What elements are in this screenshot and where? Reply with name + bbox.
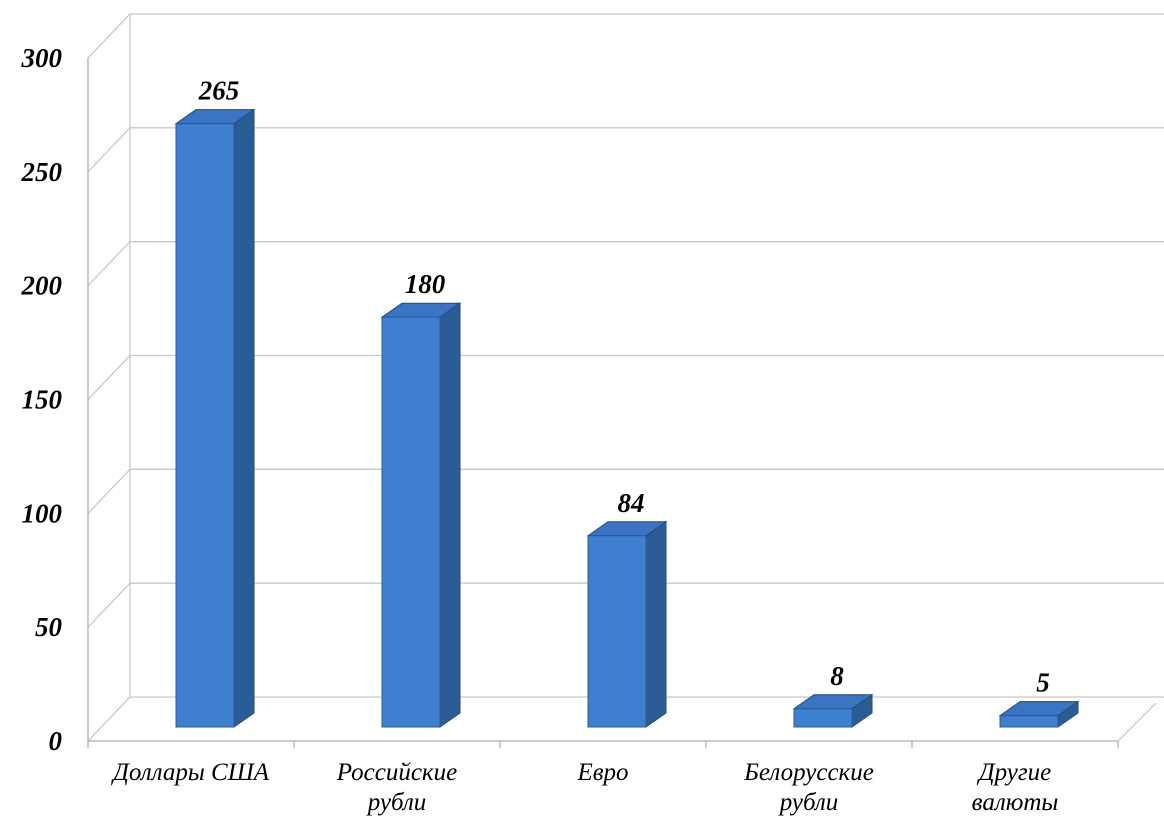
floor-right-edge (1117, 702, 1157, 742)
data-label: 5 (1036, 668, 1050, 698)
bar (587, 535, 647, 728)
bar (175, 123, 235, 728)
x-category-label: Доллары США (111, 759, 270, 786)
y-tick-label: 250 (21, 157, 63, 187)
x-category-label: Российские (336, 759, 457, 786)
bar (381, 316, 441, 728)
x-category-label: валюты (972, 789, 1059, 816)
x-category-label: Другие (977, 759, 1052, 786)
gridline-diagonal (87, 127, 131, 173)
x-category-label: Белорусские (743, 759, 874, 786)
bar-side (439, 302, 461, 728)
y-tick-label: 300 (21, 43, 63, 73)
y-tick-label: 100 (22, 498, 63, 528)
x-category-label: рубли (366, 789, 427, 816)
y-tick-label: 0 (49, 726, 63, 756)
data-label: 265 (198, 76, 240, 106)
data-label: 180 (405, 269, 446, 299)
y-tick-label: 150 (22, 385, 63, 415)
gridline-diagonal (87, 355, 131, 400)
bar (999, 715, 1059, 728)
x-category-label: Евро (576, 759, 628, 786)
gridline-diagonal (87, 468, 131, 514)
bar-side (233, 108, 255, 728)
bar (793, 708, 853, 728)
data-label: 84 (618, 488, 645, 518)
y-tick-label: 50 (35, 612, 63, 642)
bar-side (645, 520, 667, 728)
data-label: 8 (830, 661, 844, 691)
gridline-diagonal (87, 696, 131, 742)
gridline-diagonal (87, 582, 131, 628)
gridline-diagonal (87, 13, 131, 59)
gridline-diagonal (87, 241, 131, 287)
y-tick-label: 200 (21, 271, 63, 301)
x-category-label: рубли (778, 789, 839, 816)
